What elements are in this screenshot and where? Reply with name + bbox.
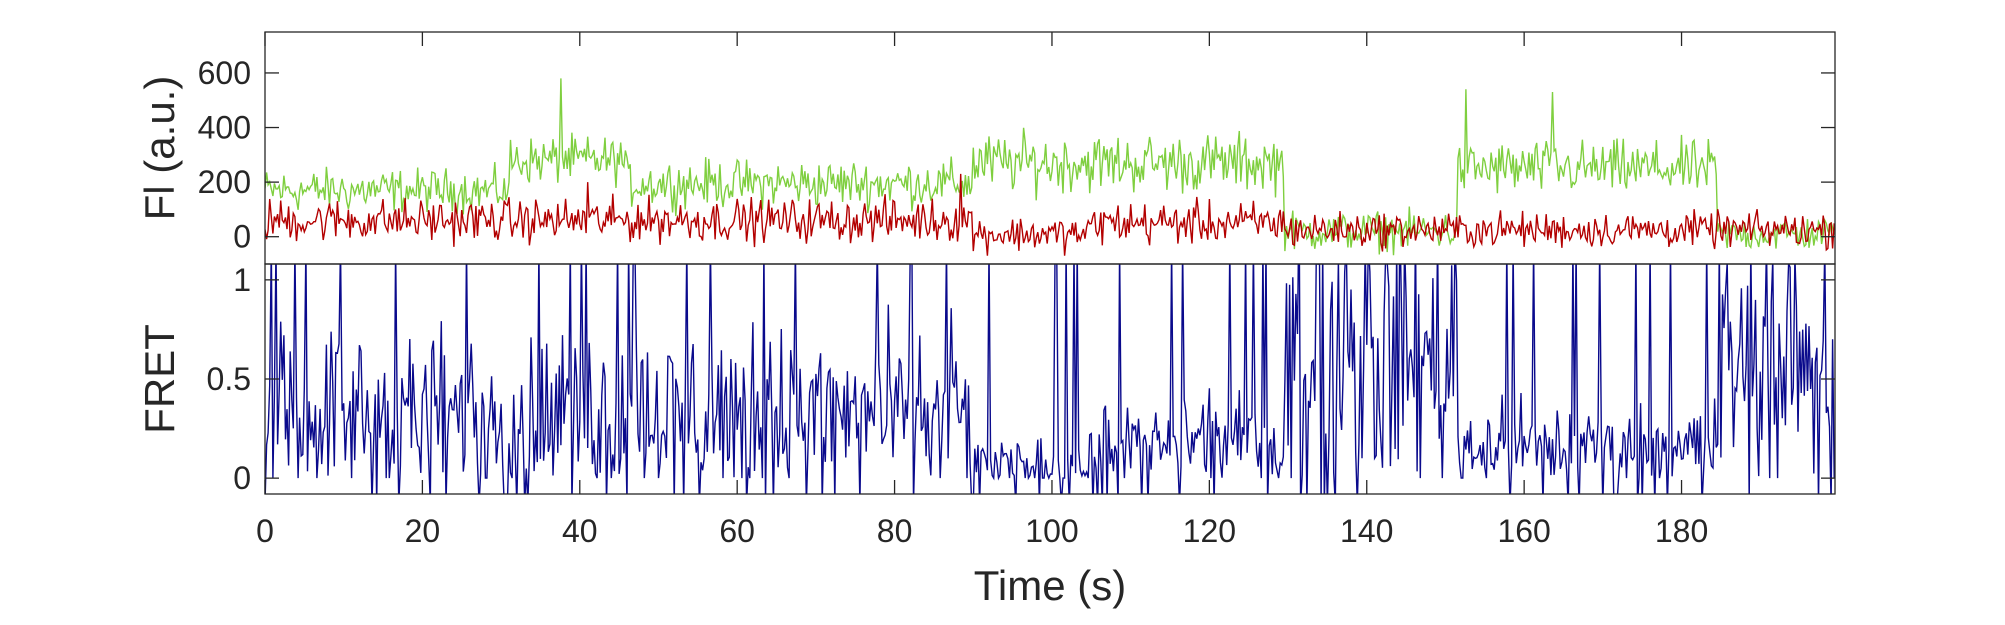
x-tick-label: 80 <box>877 513 913 549</box>
x-tick-label: 40 <box>562 513 598 549</box>
fluorescence-y-axis-title: Fl (a.u.) <box>136 76 183 221</box>
x-tick-label: 160 <box>1497 513 1550 549</box>
x-tick-label: 180 <box>1655 513 1708 549</box>
x-tick-label: 100 <box>1025 513 1078 549</box>
fret-y-axis-title: FRET <box>136 324 183 434</box>
y-tick-label: 400 <box>198 110 251 146</box>
fret-series-group <box>265 264 1835 494</box>
y-tick-label: 0 <box>233 219 251 255</box>
x-tick-label: 20 <box>405 513 441 549</box>
donor-trace <box>265 78 1835 256</box>
axis-ticks: 0 200 400 600 0 0.5 1 0 20 40 60 80 100 120 140 160 180 <box>198 32 1835 549</box>
fluorescence-series-group <box>265 78 1835 256</box>
y-tick-label: 200 <box>198 164 251 200</box>
y-tick-label: 600 <box>198 55 251 91</box>
y-tick-label: 1 <box>233 262 251 298</box>
x-axis-title: Time (s) <box>974 562 1126 609</box>
x-tick-label: 0 <box>256 513 274 549</box>
fret-trace <box>265 264 1835 494</box>
x-tick-label: 140 <box>1340 513 1393 549</box>
x-tick-label: 60 <box>719 513 755 549</box>
acceptor-trace <box>265 173 1835 256</box>
x-tick-label: 120 <box>1183 513 1236 549</box>
y-tick-label: 0 <box>233 460 251 496</box>
y-tick-label: 0.5 <box>207 361 251 397</box>
